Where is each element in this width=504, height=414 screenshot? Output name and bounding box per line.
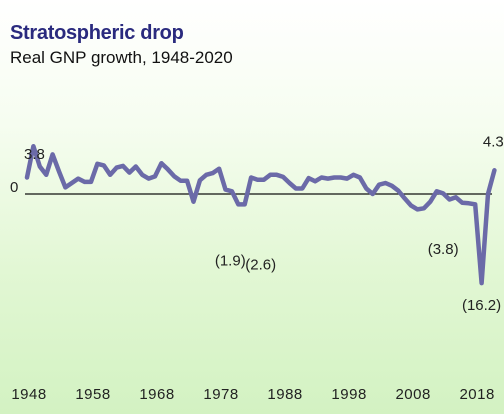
series-line-0 <box>24 143 497 286</box>
data-label: (16.2) <box>462 297 501 314</box>
x-tick-label: 1958 <box>75 386 110 403</box>
x-tick-label: 1988 <box>267 386 302 403</box>
data-label: (1.9) <box>215 252 246 269</box>
x-tick-label: 2008 <box>395 386 430 403</box>
x-tick-label: 1998 <box>331 386 366 403</box>
data-label: (3.8) <box>428 241 459 258</box>
x-tick-label: 1968 <box>139 386 174 403</box>
data-label: 3.8 <box>24 146 45 163</box>
chart-subtitle: Real GNP growth, 1948-2020 <box>10 48 233 67</box>
chart-title: Stratospheric drop <box>10 22 184 44</box>
data-label: (2.6) <box>245 256 276 273</box>
zero-axis-label: 0 <box>10 179 18 196</box>
data-label: 4.3 <box>483 133 504 150</box>
x-tick-label: 1948 <box>11 386 46 403</box>
x-tick-label: 2018 <box>459 386 494 403</box>
x-tick-label: 1978 <box>203 386 238 403</box>
